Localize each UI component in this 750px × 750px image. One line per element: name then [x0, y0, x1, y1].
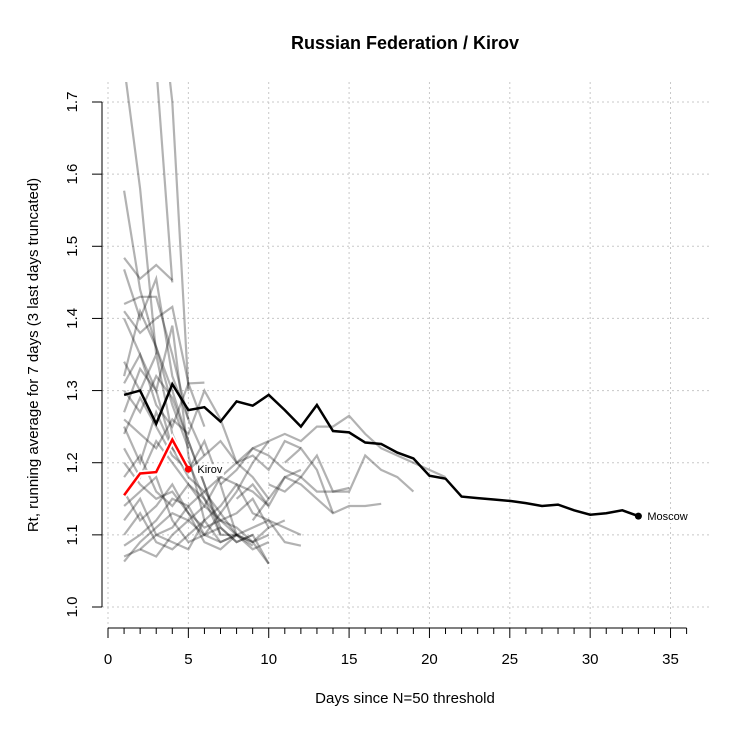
background-series-line [251, 468, 302, 522]
background-series-line [123, 482, 270, 551]
y-tick-label: 1.3 [64, 380, 81, 401]
y-tick-label: 1.0 [64, 597, 81, 618]
series-label: Moscow [647, 511, 687, 523]
x-tick-label: 15 [341, 651, 358, 668]
background-series-line [123, 351, 205, 429]
background-series-line [123, 317, 206, 521]
background-series-line [123, 453, 286, 530]
background-series-line [123, 307, 222, 536]
background-series-line [123, 295, 206, 456]
y-tick-label: 1.5 [64, 236, 81, 257]
background-series-line [125, 82, 158, 355]
background-series-line [123, 409, 270, 565]
background-series-line [235, 475, 382, 515]
series-endpoint [634, 512, 642, 520]
y-axis-label: Rt, running average for 7 days (3 last d… [25, 178, 42, 532]
x-axis-label: Days since N=50 threshold [315, 690, 495, 707]
series-label-bg [196, 464, 224, 477]
x-axis: 0 5 10 15 20 25 30 35 [104, 627, 688, 668]
background-series-line [123, 395, 238, 536]
x-tick-label: 0 [104, 651, 112, 668]
background-series-line [123, 257, 174, 281]
background-series-line [123, 511, 270, 551]
series-line [123, 381, 639, 518]
y-axis: 1.0 1.1 1.2 1.3 1.4 1.5 1.6 1.7 [64, 92, 103, 618]
main-series: Kirov Moscow [121, 381, 689, 524]
y-tick-label: 1.6 [64, 164, 81, 185]
background-series-line [123, 483, 270, 558]
background-series-line [219, 446, 415, 493]
background-series-line [123, 305, 206, 427]
y-tick-label: 1.1 [64, 524, 81, 545]
series-line [123, 436, 190, 496]
y-tick-label: 1.7 [64, 92, 81, 113]
background-series-line [139, 504, 270, 558]
background-series [123, 82, 446, 565]
background-series-line [123, 462, 302, 547]
y-tick-label: 1.2 [64, 452, 81, 473]
x-tick-label: 30 [582, 651, 599, 668]
background-series-line [123, 366, 254, 547]
x-tick-label: 5 [184, 651, 192, 668]
series-endpoint [184, 465, 192, 473]
background-series-line [203, 414, 446, 479]
background-series-line [123, 438, 302, 536]
series-label: Kirov [197, 464, 223, 476]
background-series-line [168, 82, 190, 391]
x-tick-label: 20 [421, 651, 438, 668]
y-tick-label: 1.4 [64, 308, 81, 329]
background-series-line [123, 439, 302, 537]
background-series-line [123, 440, 270, 544]
background-series-line [268, 475, 350, 493]
background-series-line [123, 387, 270, 500]
grid [102, 82, 710, 628]
x-tick-label: 10 [260, 651, 277, 668]
series-label-bg [646, 511, 689, 524]
background-series-line [123, 497, 238, 547]
background-series-line [156, 82, 174, 283]
x-tick-label: 25 [501, 651, 518, 668]
x-tick-label: 35 [662, 651, 679, 668]
chart-title: Russian Federation / Kirov [291, 33, 519, 53]
background-series-line [123, 511, 270, 565]
background-series-line [123, 190, 190, 449]
background-series-line [284, 446, 335, 514]
